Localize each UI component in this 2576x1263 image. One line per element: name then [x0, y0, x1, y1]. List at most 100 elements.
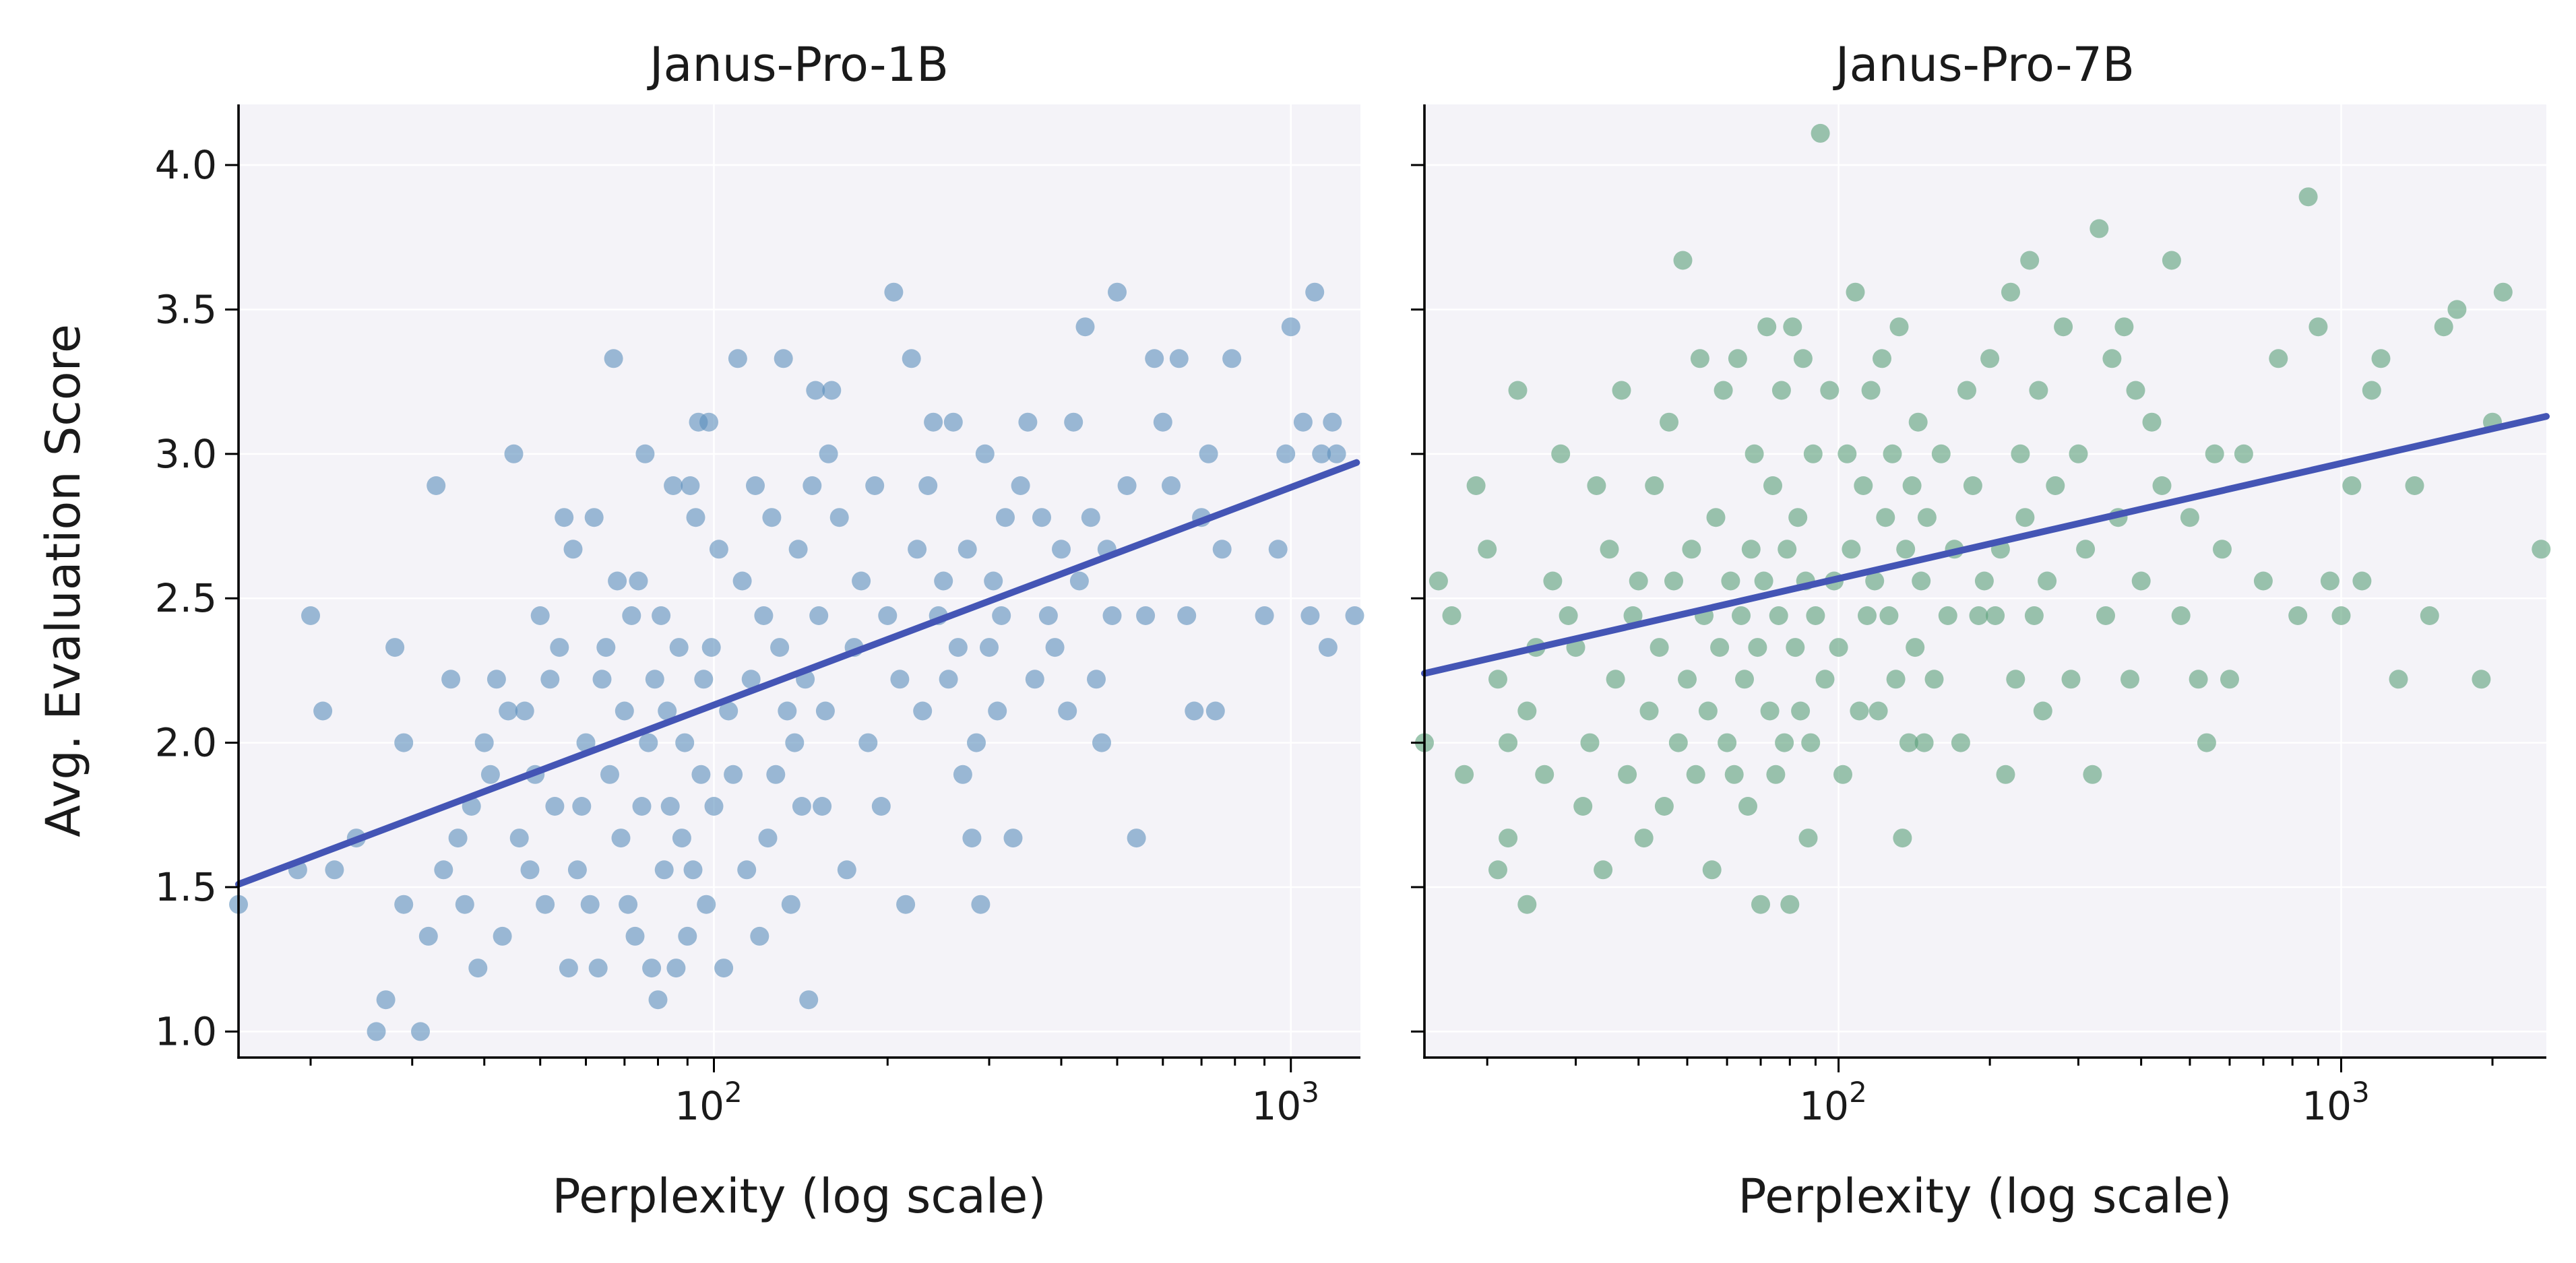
- data-point: [2405, 476, 2424, 495]
- data-point: [654, 860, 674, 880]
- data-point: [1559, 606, 1578, 625]
- data-point: [2180, 508, 2199, 527]
- data-point: [1064, 412, 1083, 432]
- data-point: [683, 860, 703, 880]
- data-point: [2083, 765, 2102, 784]
- data-point: [1724, 765, 1744, 784]
- x-axis-label: Perplexity (log scale): [1738, 1169, 2232, 1224]
- data-point: [418, 926, 438, 946]
- data-point: [1861, 381, 1881, 400]
- y-axis-label: Avg. Evaluation Score: [36, 324, 91, 837]
- data-point: [1069, 571, 1089, 591]
- data-point: [884, 282, 904, 302]
- data-point: [1735, 670, 1754, 689]
- data-point: [957, 540, 977, 559]
- data-point: [992, 606, 1011, 625]
- axis-ticks: 1.0 1.5 2.0 2.5 3.0 3.5 4.0 102 103: [155, 142, 1319, 1129]
- data-point: [1081, 508, 1100, 527]
- data-point: [545, 797, 565, 816]
- data-point: [536, 895, 555, 914]
- data-point: [664, 476, 683, 495]
- data-point: [2189, 670, 2208, 689]
- data-point: [829, 508, 849, 527]
- data-point: [701, 638, 721, 657]
- data-point: [1893, 829, 1912, 848]
- data-point: [615, 701, 634, 721]
- data-point: [1815, 670, 1835, 689]
- x-tick-label: 102: [1799, 1076, 1867, 1129]
- y-tick-label: 1.5: [155, 864, 217, 910]
- data-point: [1668, 733, 1688, 752]
- data-point: [1281, 317, 1300, 337]
- data-point: [803, 476, 822, 495]
- y-tick-label: 2.0: [155, 720, 217, 766]
- plot-area-background: [239, 104, 1360, 1058]
- data-point: [1771, 381, 1791, 400]
- data-point: [499, 701, 518, 721]
- data-point: [1003, 829, 1023, 848]
- data-point: [2076, 540, 2096, 559]
- data-point: [1092, 733, 1111, 752]
- data-point: [1732, 606, 1751, 625]
- data-point: [852, 571, 871, 591]
- data-point: [1902, 476, 1922, 495]
- data-point: [493, 926, 512, 946]
- data-point: [567, 860, 587, 880]
- data-point: [1957, 381, 1976, 400]
- x-tick-label: 103: [1251, 1076, 1319, 1129]
- data-point: [815, 701, 835, 721]
- data-point: [1996, 765, 2015, 784]
- data-point: [632, 797, 652, 816]
- data-point: [686, 508, 705, 527]
- data-point: [625, 926, 645, 946]
- data-point: [325, 860, 344, 880]
- data-point: [313, 701, 333, 721]
- data-point: [913, 701, 933, 721]
- data-point: [2001, 282, 2020, 302]
- data-point: [1846, 282, 1865, 302]
- data-point: [1612, 381, 1631, 400]
- data-point: [1650, 638, 1669, 657]
- data-point: [672, 829, 691, 848]
- data-point: [924, 412, 943, 432]
- data-point: [572, 797, 592, 816]
- trend-line: [235, 459, 1360, 888]
- data-point: [697, 895, 716, 914]
- data-point: [988, 701, 1007, 721]
- data-point: [619, 895, 638, 914]
- gridlines: [239, 104, 1360, 1058]
- data-point: [967, 733, 986, 752]
- data-point: [2389, 670, 2408, 689]
- data-point: [1573, 797, 1593, 816]
- data-point: [709, 540, 728, 559]
- data-point: [2069, 444, 2088, 463]
- data-point: [645, 670, 664, 689]
- data-point: [1499, 829, 1518, 848]
- data-point: [1917, 508, 1937, 527]
- data-point: [785, 733, 805, 752]
- data-point: [1780, 895, 1800, 914]
- data-point: [1833, 765, 1852, 784]
- data-point: [666, 959, 686, 978]
- data-point: [1345, 606, 1364, 625]
- data-point: [576, 733, 596, 752]
- data-point: [980, 638, 999, 657]
- data-point: [1748, 638, 1767, 657]
- data-point: [1754, 571, 1773, 591]
- data-point: [792, 797, 811, 816]
- data-point: [1876, 508, 1895, 527]
- data-point: [770, 638, 790, 657]
- data-point: [1660, 412, 1678, 432]
- data-point: [376, 990, 396, 1010]
- axis-ticks: 102 103: [1411, 164, 2494, 1129]
- data-point: [448, 829, 468, 848]
- data-point: [1811, 123, 1830, 143]
- data-point: [714, 959, 734, 978]
- data-point: [1820, 381, 1840, 400]
- data-point: [809, 606, 829, 625]
- data-point: [1255, 606, 1274, 625]
- data-point: [1854, 476, 1873, 495]
- data-point: [1222, 349, 1242, 368]
- data-point: [394, 895, 414, 914]
